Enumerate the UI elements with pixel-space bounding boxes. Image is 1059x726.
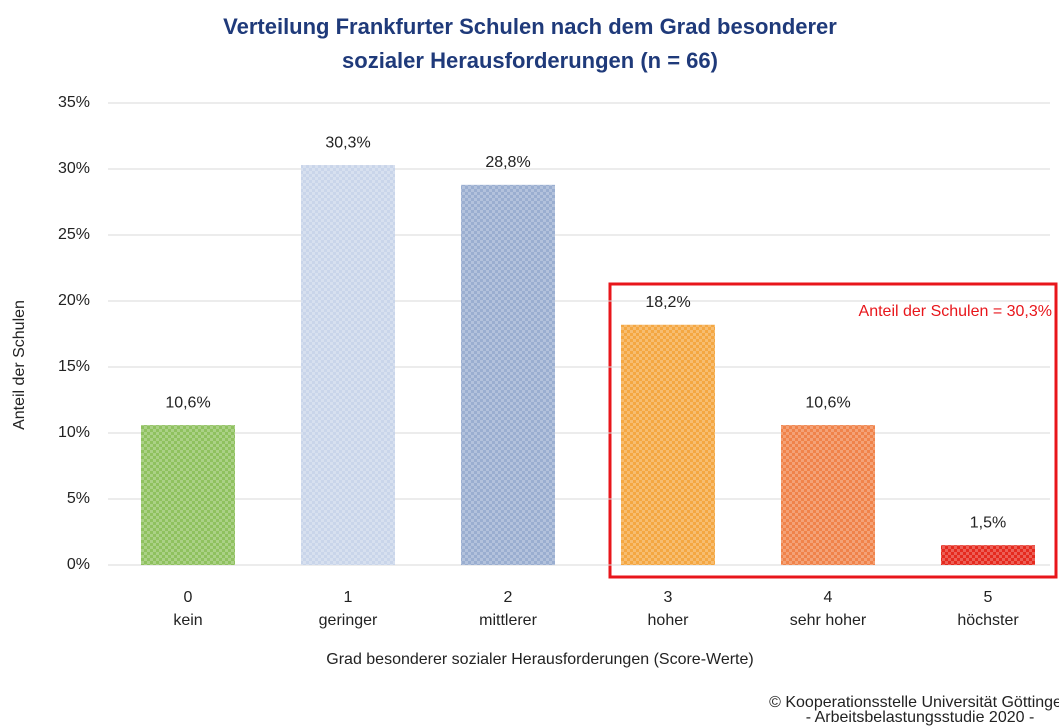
data-label: 28,8% — [485, 154, 530, 171]
x-tick-label: geringer — [319, 612, 378, 629]
y-tick-label: 0% — [67, 556, 90, 573]
bar-texture — [461, 184, 555, 565]
y-tick-label: 15% — [58, 358, 90, 375]
x-tick-label: 4 — [824, 589, 833, 606]
x-tick-label: 5 — [984, 589, 993, 606]
bar-texture — [621, 324, 715, 565]
bar-texture — [141, 425, 235, 565]
y-tick-label: 20% — [58, 292, 90, 309]
y-tick-label: 5% — [67, 490, 90, 507]
data-label: 18,2% — [645, 294, 690, 311]
x-tick-label: höchster — [957, 612, 1019, 629]
bar-texture — [941, 545, 1035, 565]
footer: - Arbeitsbelastungsstudie 2020 - — [806, 709, 1035, 726]
y-tick-label: 10% — [58, 424, 90, 441]
chart-title: sozialer Herausforderungen (n = 66) — [342, 48, 718, 73]
chart-title: Verteilung Frankfurter Schulen nach dem … — [223, 14, 837, 39]
data-label: 10,6% — [805, 394, 850, 411]
data-label: 10,6% — [165, 394, 210, 411]
x-tick-label: 2 — [504, 589, 513, 606]
footer: © Kooperationsstelle Universität Götting… — [769, 694, 1059, 711]
highlight-box — [608, 282, 1058, 579]
x-axis-label: Grad besonderer sozialer Herausforderung… — [326, 651, 753, 668]
y-axis-label: Anteil der Schulen — [11, 300, 28, 430]
y-tick-label: 25% — [58, 226, 90, 243]
x-tick-label: 0 — [184, 589, 193, 606]
data-label: 1,5% — [970, 514, 1006, 531]
bar-texture — [781, 425, 875, 565]
x-tick-label: sehr hoher — [790, 612, 867, 629]
data-label: 30,3% — [325, 134, 370, 151]
x-tick-label: mittlerer — [479, 612, 537, 629]
annotation: Anteil der Schulen = 30,3% — [859, 303, 1052, 320]
x-tick-label: 1 — [344, 589, 353, 606]
x-tick-label: 3 — [664, 589, 673, 606]
y-tick-label: 35% — [58, 94, 90, 111]
bar-texture — [301, 165, 395, 566]
x-tick-label: kein — [173, 612, 202, 629]
y-tick-label: 30% — [58, 160, 90, 177]
x-tick-label: hoher — [648, 612, 690, 629]
